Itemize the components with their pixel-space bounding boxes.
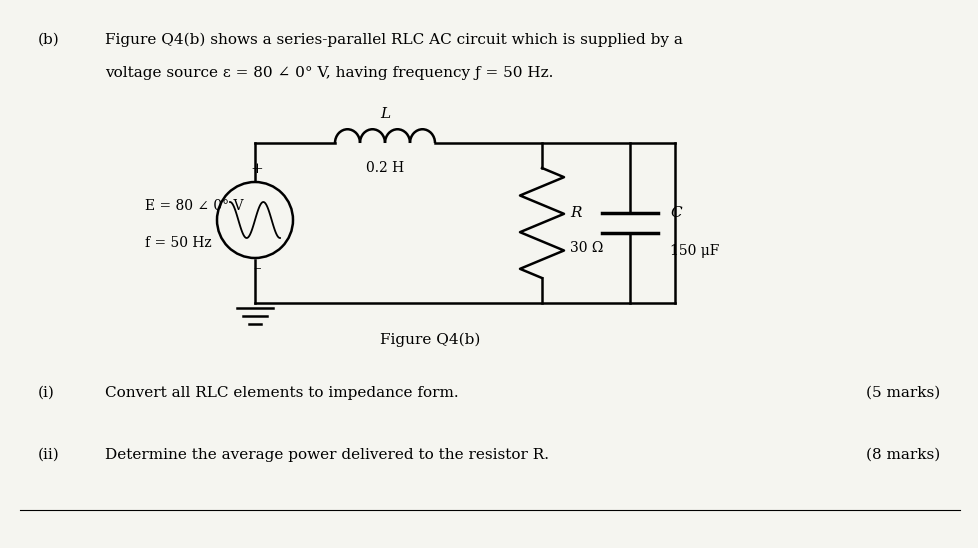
Text: 0.2 H: 0.2 H [366,161,404,175]
Text: Determine the average power delivered to the resistor R.: Determine the average power delivered to… [105,448,549,462]
Text: R: R [569,206,581,220]
Text: Convert all RLC elements to impedance form.: Convert all RLC elements to impedance fo… [105,386,458,400]
Text: –: – [253,261,260,275]
Text: voltage source ε = 80 ∠ 0° V, having frequency ƒ = 50 Hz.: voltage source ε = 80 ∠ 0° V, having fre… [105,66,553,80]
Text: L: L [379,107,389,121]
Text: +: + [250,162,263,176]
Text: Figure Q4(b) shows a series-parallel RLC AC circuit which is supplied by a: Figure Q4(b) shows a series-parallel RLC… [105,33,683,47]
Text: 150 μF: 150 μF [669,244,719,258]
Text: (5 marks): (5 marks) [865,386,939,400]
Text: Figure Q4(b): Figure Q4(b) [379,333,479,347]
Text: (ii): (ii) [38,448,60,462]
Text: (b): (b) [38,33,60,47]
Text: (8 marks): (8 marks) [865,448,939,462]
Text: f = 50 Hz: f = 50 Hz [145,236,211,250]
Text: (i): (i) [38,386,55,400]
Text: C: C [669,206,681,220]
Text: E = 80 ∠ 0° V: E = 80 ∠ 0° V [145,199,244,213]
Text: 30 Ω: 30 Ω [569,241,602,255]
